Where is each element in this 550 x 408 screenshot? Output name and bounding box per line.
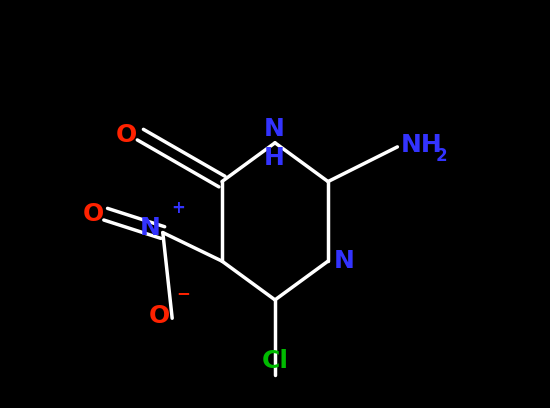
- Text: O: O: [116, 123, 137, 146]
- Text: N: N: [334, 249, 355, 273]
- Text: −: −: [177, 284, 190, 302]
- Text: +: +: [172, 199, 185, 217]
- Text: Cl: Cl: [261, 349, 289, 373]
- Text: NH: NH: [400, 133, 442, 157]
- Text: O: O: [149, 304, 170, 328]
- Text: N: N: [140, 217, 161, 240]
- Text: 2: 2: [436, 147, 447, 165]
- Text: H: H: [264, 146, 284, 170]
- Text: O: O: [82, 202, 103, 226]
- Text: N: N: [264, 117, 284, 141]
